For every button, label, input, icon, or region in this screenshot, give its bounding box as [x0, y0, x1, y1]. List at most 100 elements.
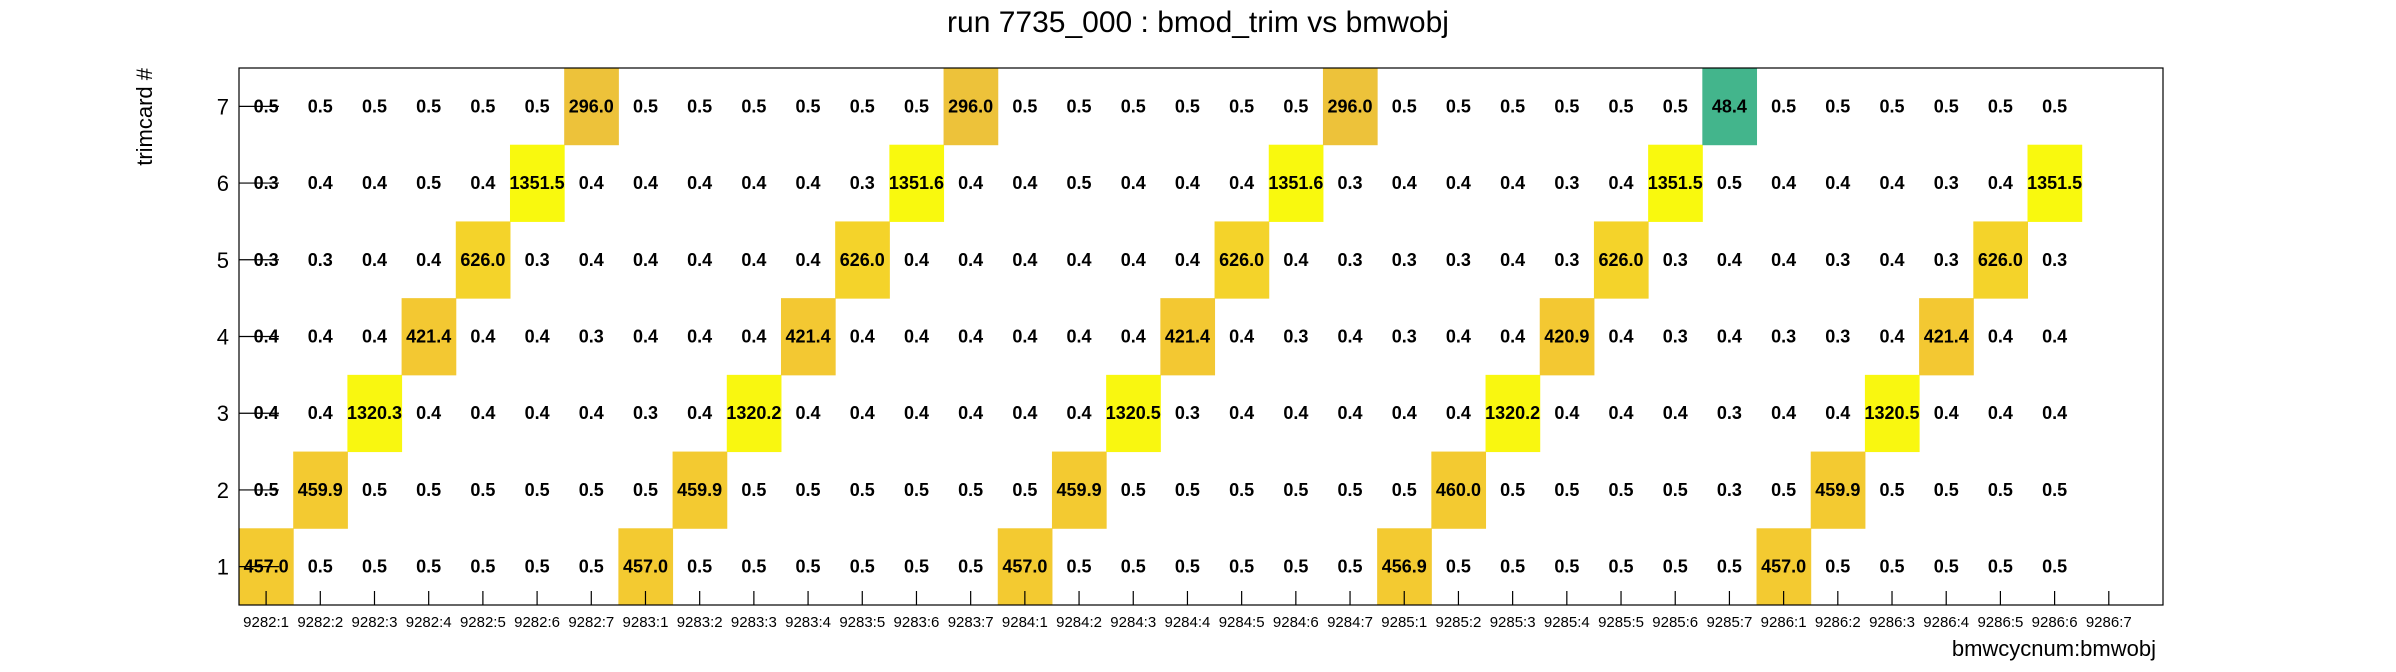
x-axis-ticks: 9282:1 9282:2 9282:3 9282:4 9282:5 9282:6 9282… — [243, 591, 2132, 631]
heatmap-cell — [293, 451, 348, 529]
cell-value-label: 0.4 — [958, 173, 983, 193]
cell-value-label: 626.0 — [1599, 250, 1644, 270]
heatmap-cell — [889, 144, 945, 222]
cell-value-label: 0.5 — [958, 480, 983, 500]
y-tick-label: 4 — [217, 325, 229, 350]
cell-value-label: 0.5 — [1121, 96, 1146, 116]
cell-value-label: 0.5 — [1609, 480, 1634, 500]
heatmap-cell — [943, 68, 999, 146]
cell-value-label: 0.5 — [1012, 480, 1037, 500]
cell-value-label: 0.5 — [1879, 557, 1904, 577]
x-tick-label: 9286:7 — [2086, 614, 2132, 631]
cell-value-label: 48.4 — [1712, 96, 1747, 116]
cell-value-label: 0.5 — [1392, 480, 1417, 500]
heatmap-cell — [1702, 68, 1758, 146]
cell-value-label: 0.5 — [687, 96, 712, 116]
cell-value-label: 0.5 — [1663, 96, 1688, 116]
x-tick-label: 9285:3 — [1490, 614, 1536, 631]
cell-value-label: 0.4 — [416, 250, 441, 270]
cell-value-label: 0.4 — [308, 327, 333, 347]
cell-value-label: 0.5 — [741, 557, 766, 577]
cell-value-label: 626.0 — [460, 250, 505, 270]
cell-value-label: 0.5 — [579, 557, 604, 577]
x-tick-label: 9285:5 — [1598, 614, 1644, 631]
cell-value-label: 1320.5 — [1106, 403, 1161, 423]
cell-value-label: 1320.2 — [726, 403, 781, 423]
cell-value-label: 0.4 — [1988, 173, 2013, 193]
cell-value-label: 0.4 — [687, 250, 712, 270]
cell-value-label: 0.4 — [2042, 327, 2067, 347]
cell-value-label: 0.4 — [1988, 327, 2013, 347]
cell-value-label: 0.4 — [1283, 403, 1308, 423]
cell-value-label: 0.3 — [579, 327, 604, 347]
cell-value-label: 0.5 — [904, 96, 929, 116]
x-tick-label: 9282:6 — [514, 614, 560, 631]
cell-value-label: 626.0 — [840, 250, 885, 270]
cell-value-label: 0.5 — [1229, 480, 1254, 500]
x-tick-label: 9284:4 — [1165, 614, 1211, 631]
cell-value-label: 0.4 — [1771, 173, 1796, 193]
cell-value-label: 0.4 — [1879, 250, 1904, 270]
heatmap-cell — [509, 144, 565, 222]
cell-value-label: 0.5 — [1554, 480, 1579, 500]
cell-value-label: 0.3 — [1717, 403, 1742, 423]
cell-value-label: 0.5 — [362, 557, 387, 577]
cell-value-label: 0.3 — [1175, 403, 1200, 423]
cell-value-label: 0.5 — [2042, 557, 2067, 577]
cell-value-label: 0.5 — [1175, 557, 1200, 577]
y-tick-label: 2 — [217, 478, 229, 503]
cell-value-label: 0.5 — [1988, 557, 2013, 577]
x-tick-label: 9286:3 — [1869, 614, 1915, 631]
cell-value-label: 0.4 — [1229, 403, 1254, 423]
cell-value-label: 0.3 — [1392, 327, 1417, 347]
heatmap-cell — [1485, 374, 1541, 453]
cell-value-label: 0.4 — [904, 250, 929, 270]
cell-value-label: 0.4 — [687, 403, 712, 423]
heatmap-cell — [1648, 144, 1703, 222]
cell-value-label: 0.5 — [416, 557, 441, 577]
y-tick-label: 6 — [217, 171, 229, 196]
cell-value-label: 0.4 — [741, 173, 766, 193]
cell-value-label: 0.4 — [633, 327, 658, 347]
x-tick-label: 9282:4 — [406, 614, 452, 631]
cell-value-label: 0.5 — [1067, 173, 1092, 193]
cell-value-label: 0.5 — [1283, 96, 1308, 116]
cell-value-label: 0.5 — [1175, 96, 1200, 116]
heatmap-cell — [1864, 374, 1920, 453]
x-tick-label: 9283:1 — [623, 614, 669, 631]
x-tick-label: 9282:2 — [297, 614, 343, 631]
cell-value-label: 0.5 — [1988, 480, 2013, 500]
x-tick-label: 9282:5 — [460, 614, 506, 631]
cell-value-label: 0.5 — [1663, 480, 1688, 500]
cell-value-label: 421.4 — [406, 327, 451, 347]
cell-value-label: 0.4 — [904, 327, 929, 347]
cell-value-label: 0.3 — [850, 173, 875, 193]
cell-value-label: 0.5 — [1771, 480, 1796, 500]
cell-value-label: 0.5 — [308, 96, 333, 116]
cell-value-label: 421.4 — [1165, 327, 1210, 347]
cell-value-label: 0.5 — [2042, 96, 2067, 116]
cell-value-label: 1351.5 — [2027, 173, 2082, 193]
x-tick-label: 9284:2 — [1056, 614, 1102, 631]
cell-value-label: 0.4 — [687, 327, 712, 347]
cell-value-label: 0.5 — [1825, 96, 1850, 116]
cell-value-label: 0.4 — [796, 403, 821, 423]
chart-title: run 7735_000 : bmod_trim vs bmwobj — [947, 6, 1449, 39]
cell-value-label: 0.4 — [1175, 250, 1200, 270]
cell-value-label: 0.4 — [850, 327, 875, 347]
cell-value-label: 626.0 — [1219, 250, 1264, 270]
cell-value-label: 0.3 — [308, 250, 333, 270]
x-tick-label: 9285:1 — [1381, 614, 1427, 631]
x-tick-label: 9286:4 — [1923, 614, 1969, 631]
cell-value-label: 0.5 — [579, 480, 604, 500]
cell-value-label: 0.4 — [1067, 327, 1092, 347]
heatmap-cell — [1593, 221, 1649, 299]
x-tick-label: 9286:1 — [1761, 614, 1807, 631]
cell-value-label: 0.5 — [1554, 96, 1579, 116]
cell-value-label: 0.3 — [1554, 250, 1579, 270]
y-tick-label: 3 — [217, 401, 229, 426]
cell-value-label: 459.9 — [677, 480, 722, 500]
cell-value-label: 0.5 — [1500, 557, 1525, 577]
heatmap-cell — [564, 68, 619, 146]
cell-value-label: 0.5 — [1717, 173, 1742, 193]
